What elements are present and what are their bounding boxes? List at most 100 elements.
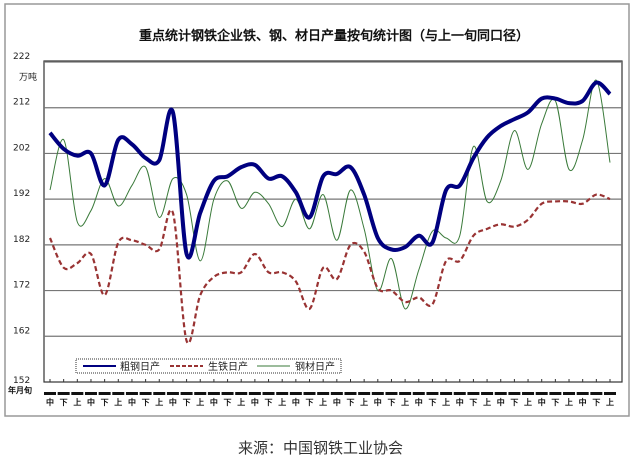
y-tick-label: 152: [13, 376, 30, 386]
x-date-label: [522, 392, 535, 395]
y-tick-label: 222: [13, 52, 30, 62]
x-tick-label: 上: [237, 397, 245, 407]
x-date-label: [57, 392, 70, 395]
x-tick-label: 中: [292, 397, 300, 407]
x-date-label: [549, 392, 562, 395]
x-tick-label: 中: [538, 397, 546, 407]
x-date-label: [139, 392, 152, 395]
x-date-label: [248, 392, 261, 395]
x-date-label: [317, 392, 330, 395]
x-date-label: [481, 392, 494, 395]
x-date-label: [399, 392, 412, 395]
x-date-label: [180, 392, 193, 395]
x-date-label: [535, 392, 548, 395]
x-date-label: [125, 392, 138, 395]
y-tick-label: 212: [13, 98, 30, 108]
x-tick-label: 下: [265, 398, 273, 407]
x-date-label: [44, 392, 56, 395]
x-tick-label: 中: [374, 397, 382, 407]
series-line-2: [49, 79, 611, 310]
x-date-label: [371, 392, 384, 395]
y-axis-unit: 万吨: [19, 71, 37, 83]
x-tick-label: 下: [428, 398, 436, 407]
x-tick-label: 下: [183, 398, 191, 407]
x-tick-label: 上: [73, 397, 81, 407]
x-date-label: [153, 392, 166, 395]
x-date-label: [84, 392, 97, 395]
x-tick-label: 下: [346, 398, 354, 407]
x-tick-label: 中: [579, 397, 587, 407]
x-tick-label: 下: [101, 398, 109, 407]
x-tick-label: 下: [551, 398, 559, 407]
y-tick-label: 192: [13, 189, 30, 199]
x-tick-label: 下: [469, 398, 477, 407]
legend-label-steel-products: 钢材日产: [295, 360, 335, 373]
x-date-label: [194, 392, 207, 395]
chart-title: 重点统计钢铁企业铁、钢、材日产量按旬统计图（与上一旬同口径）: [139, 28, 529, 44]
x-date-label: [71, 392, 84, 395]
x-date-label: [508, 392, 521, 395]
x-tick-label: 下: [306, 398, 314, 407]
x-tick-label: 下: [387, 398, 395, 407]
y-tick-label: 182: [13, 235, 30, 245]
x-tick-label: 中: [333, 397, 341, 407]
x-date-label: [221, 392, 234, 395]
legend: 粗钢日产 生铁日产 钢材日产: [75, 358, 342, 374]
x-tick-label: 上: [483, 397, 491, 407]
x-date-label: [235, 392, 248, 395]
x-axis-label: 年月旬: [8, 385, 32, 395]
x-date-label: [276, 392, 289, 395]
y-tick-label: 202: [13, 143, 30, 153]
legend-label-pig-iron: 生铁日产: [208, 360, 248, 373]
x-tick-label: 上: [114, 397, 122, 407]
x-tick-label: 上: [319, 397, 327, 407]
x-tick-label: 上: [155, 397, 163, 407]
x-tick-label: 下: [592, 398, 600, 407]
x-tick-label: 上: [278, 397, 286, 407]
x-date-label: [98, 392, 111, 395]
x-date-label: [563, 392, 576, 395]
x-date-label: [112, 392, 125, 395]
y-tick-label: 162: [13, 326, 30, 336]
x-tick-label: 上: [565, 397, 573, 407]
x-date-label: [494, 392, 507, 395]
x-tick-label: 上: [524, 397, 532, 407]
x-tick-label: 下: [224, 398, 232, 407]
x-tick-label: 下: [60, 398, 68, 407]
y-tick-label: 172: [13, 281, 30, 291]
x-date-label: [385, 392, 398, 395]
x-tick-label: 上: [196, 397, 204, 407]
x-tick-label: 中: [87, 397, 95, 407]
x-tick-label: 上: [360, 397, 368, 407]
x-date-label: [440, 392, 453, 395]
plot-area: [43, 60, 623, 383]
x-tick-label: 上: [606, 397, 614, 407]
x-date-label: [289, 392, 302, 395]
x-date-label: [576, 392, 589, 395]
x-date-label: [207, 392, 220, 395]
x-tick-label: 中: [415, 397, 423, 407]
x-date-label: [330, 392, 343, 395]
x-tick-label: 上: [442, 397, 450, 407]
x-date-label: [303, 392, 316, 395]
x-date-label: [358, 392, 371, 395]
x-tick-label: 上: [401, 397, 409, 407]
x-date-label: [604, 392, 616, 395]
x-date-label: [590, 392, 603, 395]
x-tick-label: 下: [142, 398, 150, 407]
x-date-label: [426, 392, 439, 395]
x-date-label: [453, 392, 466, 395]
x-date-label: [412, 392, 425, 395]
x-tick-label: 中: [456, 397, 464, 407]
legend-label-crude-steel: 粗钢日产: [120, 360, 160, 373]
x-tick-label: 中: [210, 397, 218, 407]
x-tick-label: 中: [128, 397, 136, 407]
x-tick-label: 中: [251, 397, 259, 407]
x-tick-label: 中: [497, 397, 505, 407]
x-date-label: [467, 392, 480, 395]
x-date-label: [344, 392, 357, 395]
x-date-label: [166, 392, 179, 395]
x-tick-label: 中: [46, 397, 54, 407]
x-date-label: [262, 392, 275, 395]
